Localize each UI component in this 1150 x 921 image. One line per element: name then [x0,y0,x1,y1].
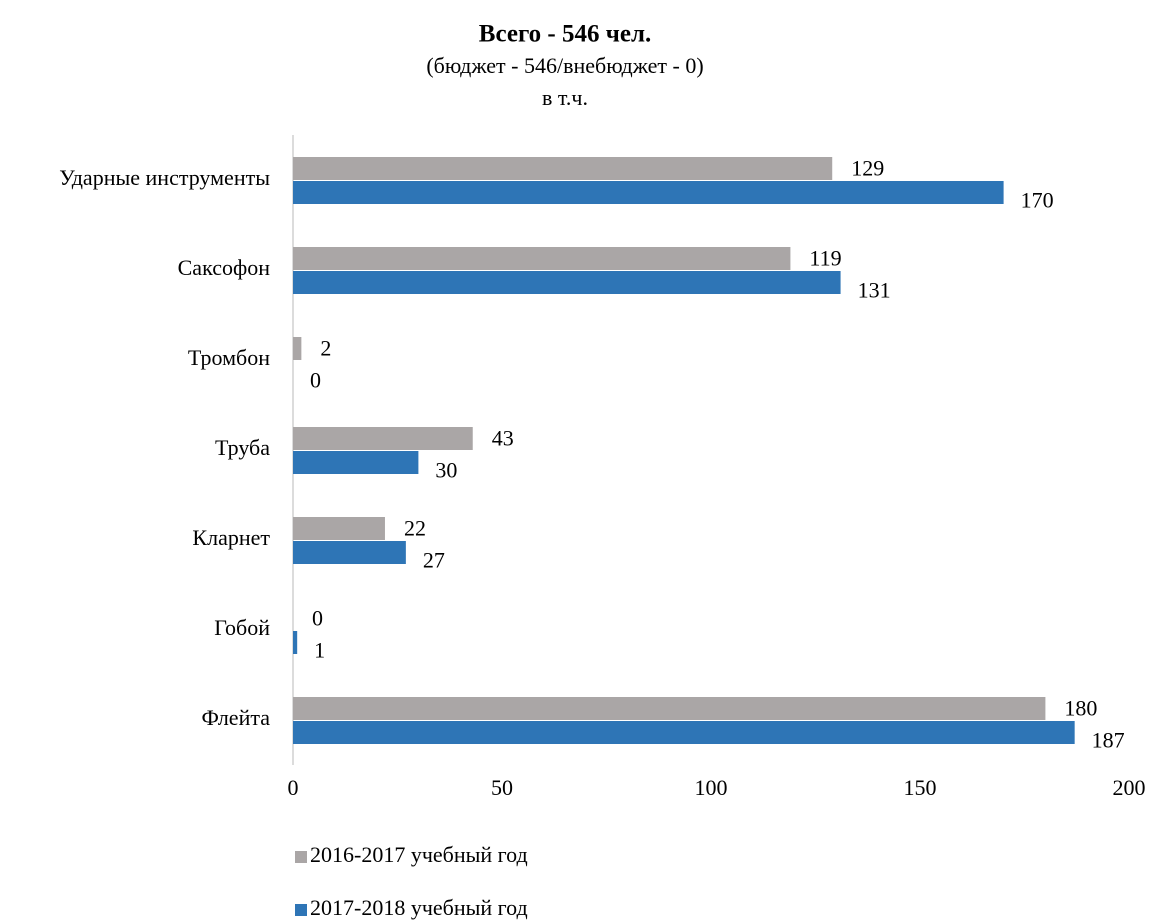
y-tick-label: Ударные инструменты [59,165,270,190]
bar [293,541,406,564]
legend-swatch [295,904,307,916]
y-tick-label: Тромбон [188,345,270,370]
bar [293,157,833,180]
bar [293,451,419,474]
legend-label: 2016-2017 учебный год [310,842,528,867]
data-label: 129 [851,156,884,181]
y-tick-label: Гобой [214,615,270,640]
bar [293,697,1046,720]
legend-swatch [295,851,307,863]
x-tick-label: 100 [695,775,728,800]
data-label: 180 [1064,696,1097,721]
bar [293,271,841,294]
y-tick-label: Флейта [202,705,271,730]
bar [293,721,1075,744]
data-label: 22 [404,516,426,541]
chart-title: Всего - 546 чел. [479,21,651,48]
x-tick-label: 50 [491,775,513,800]
x-tick-label: 200 [1113,775,1146,800]
x-tick-label: 0 [288,775,299,800]
data-label: 1 [314,638,325,663]
y-tick-label: Труба [215,435,270,460]
bar [293,247,791,270]
data-label: 170 [1021,188,1054,213]
data-label: 0 [312,606,323,631]
bar [293,337,302,360]
bar [293,427,473,450]
legend-label: 2017-2018 учебный год [310,895,528,920]
data-label: 43 [492,426,514,451]
data-label: 27 [423,548,445,573]
chart-subtitle: (бюджет - 546/внебюджет - 0) [426,53,703,78]
y-tick-label: Саксофон [178,255,271,280]
bar [293,517,385,540]
bar [293,631,298,654]
chart-subtitle: в т.ч. [542,85,588,110]
data-label: 0 [310,368,321,393]
data-label: 119 [809,246,841,271]
data-label: 30 [435,458,457,483]
y-tick-label: Кларнет [192,525,270,550]
data-label: 131 [858,278,891,303]
x-tick-label: 150 [904,775,937,800]
data-label: 187 [1092,728,1125,753]
bar [293,181,1004,204]
data-label: 2 [320,336,331,361]
